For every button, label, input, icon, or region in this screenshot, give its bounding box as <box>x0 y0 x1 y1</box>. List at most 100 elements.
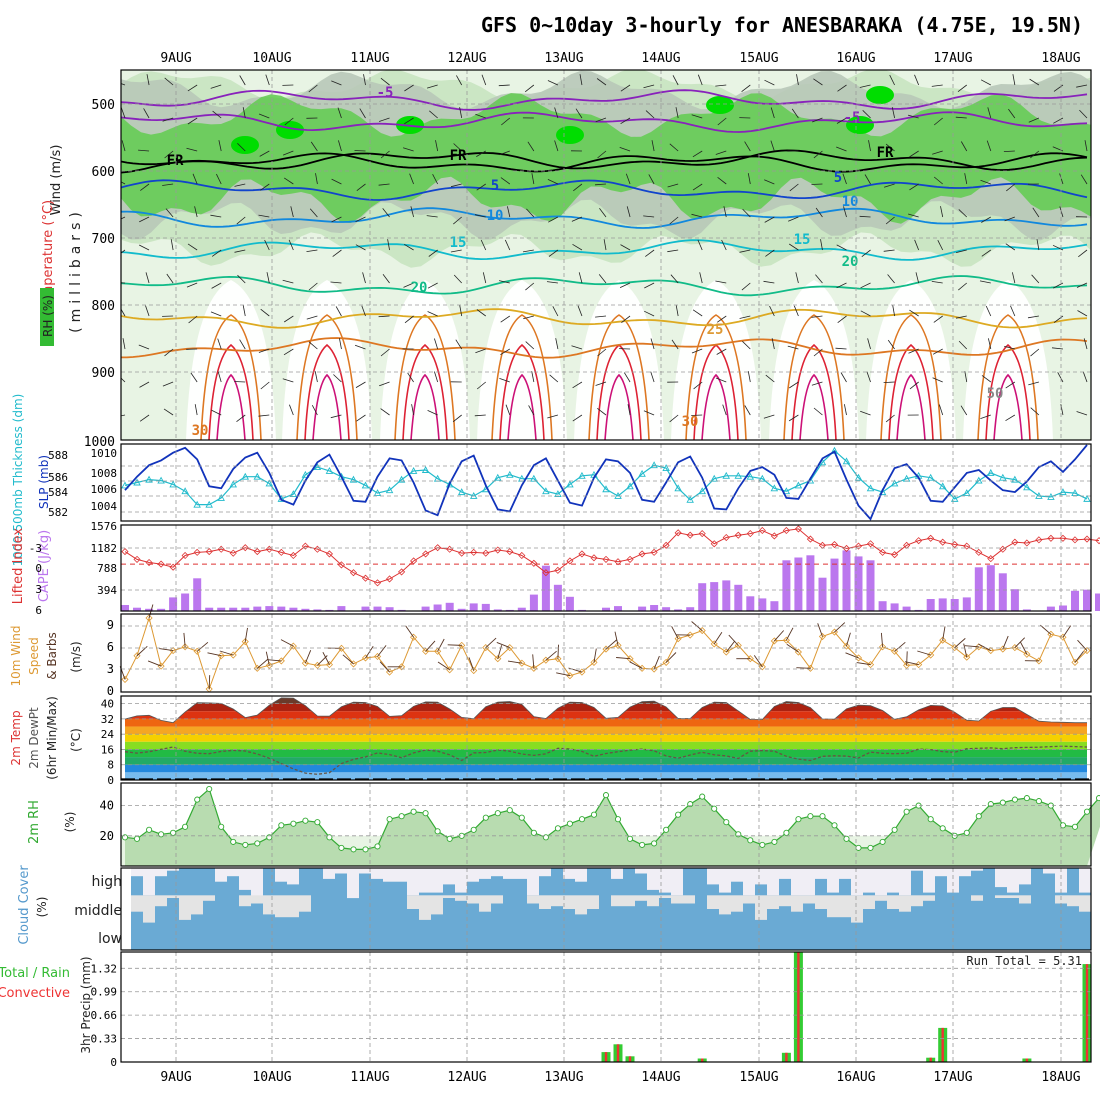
wind-barb <box>1076 411 1088 416</box>
rh-high-cell <box>231 136 259 154</box>
wind-barb <box>988 338 992 350</box>
wind-barb <box>861 249 871 258</box>
temp-contour-30 <box>588 314 650 440</box>
wind-barb <box>914 74 920 86</box>
cloud-high-block <box>1043 868 1055 874</box>
temp-contour-35 <box>888 343 934 440</box>
rh2m-point <box>470 826 477 833</box>
cape-bar <box>169 597 178 611</box>
panel-frame-temp <box>120 695 1092 781</box>
wind-barb <box>620 117 631 125</box>
wind10-point <box>566 672 574 680</box>
cape-bar <box>746 596 755 611</box>
rh-high-cell <box>276 121 304 139</box>
thickness-point <box>734 471 743 479</box>
temp-band <box>125 741 1087 750</box>
lifted-index-point <box>554 566 562 574</box>
lifted-index-point <box>963 542 971 550</box>
isotherm-label: 5 <box>491 178 499 194</box>
cloud-low-label: low <box>98 931 122 947</box>
wind-barb <box>429 110 438 119</box>
wind-barb <box>258 414 270 417</box>
lifted-index-point <box>145 558 153 567</box>
wind-barb <box>306 315 318 320</box>
rh-label: RH (%) <box>41 295 55 337</box>
wind10-barb <box>978 643 992 651</box>
cape-tick: 394 <box>97 584 117 597</box>
thickness-point <box>758 474 767 482</box>
wind-barb <box>986 140 992 152</box>
cape-bar <box>457 608 466 611</box>
cape-bar <box>902 606 911 611</box>
cloud-middle-block <box>1019 895 1031 904</box>
precip-conv-label: Convective <box>0 986 70 1001</box>
lifted-index-point <box>566 557 574 565</box>
cloud-middle-block <box>671 895 683 904</box>
rh2m-point <box>566 820 573 827</box>
wind-barb <box>980 79 991 86</box>
wind-barb <box>331 178 342 185</box>
cloud-middle-block <box>707 895 719 909</box>
wind-barb <box>1080 174 1088 185</box>
wind-barb <box>955 116 967 119</box>
wind-barb <box>744 141 751 152</box>
rh2m-point <box>194 796 201 803</box>
wind10-barb <box>532 654 535 669</box>
date-label-top: 13AUG <box>544 51 583 66</box>
wind10-point <box>710 640 718 648</box>
cloud-label: Cloud Cover <box>17 865 32 945</box>
lifted-index-point <box>121 548 129 556</box>
wind-barb <box>170 239 174 251</box>
wind-barb <box>290 206 294 218</box>
cloud-middle-block <box>299 895 311 912</box>
wind-barb <box>958 209 968 218</box>
wind-barb <box>837 315 847 324</box>
cloud-middle-block <box>443 895 455 898</box>
wind10-point <box>458 641 466 649</box>
date-label-top: 16AUG <box>836 51 875 66</box>
wind-barb <box>769 305 775 317</box>
tick-labels: 9AUG 9AUG 10AUG 10AUG 11AUG 11AUG 12AUG 12AUG 13… <box>29 51 1081 1085</box>
cloud-high-block <box>803 868 815 896</box>
temp-fill-group <box>125 697 1087 780</box>
cape-bar <box>842 550 851 611</box>
wind-barb <box>187 243 198 251</box>
wind-barb <box>333 374 342 383</box>
temp-contour-30 <box>200 314 262 440</box>
precip-conv-bar <box>785 1052 788 1062</box>
cloud-high-block <box>875 868 887 896</box>
wind-barb <box>627 404 631 416</box>
thickness-point <box>710 474 718 482</box>
isotherm <box>121 149 1088 171</box>
wind-barb <box>459 305 463 317</box>
thickness-point <box>157 476 165 484</box>
wind-barb <box>282 150 294 156</box>
lifted-index-point <box>722 533 730 542</box>
wind-barb <box>836 146 847 152</box>
wind10-point <box>133 652 141 660</box>
rh2m-point <box>590 811 598 818</box>
wind10-barb <box>556 672 571 677</box>
temp-contour-35 <box>208 343 254 440</box>
wind-barb <box>523 315 534 320</box>
lifted-index-point <box>506 548 514 556</box>
panel-frame-rh <box>120 782 1092 867</box>
wind-barb <box>1077 310 1088 317</box>
wind-barb <box>868 140 871 152</box>
cape-bar <box>517 607 526 611</box>
wind10-barb <box>183 632 186 647</box>
cape-bar <box>541 565 550 611</box>
cloud-middle-block <box>539 895 551 909</box>
lifted-tick: 0 <box>35 562 42 575</box>
cape-bar <box>818 577 827 611</box>
wind-barb <box>411 404 414 416</box>
wind-barb <box>188 315 198 324</box>
rh2m-point <box>759 841 766 848</box>
thickness-tick: 586 <box>48 471 68 484</box>
cape-bar <box>145 608 154 611</box>
isotherm-label: 20 <box>842 254 859 270</box>
wind-barb <box>909 381 919 390</box>
wind-barb <box>211 409 222 416</box>
lifted-index-point <box>398 568 406 576</box>
date-label-bottom: 15AUG <box>739 1070 778 1085</box>
